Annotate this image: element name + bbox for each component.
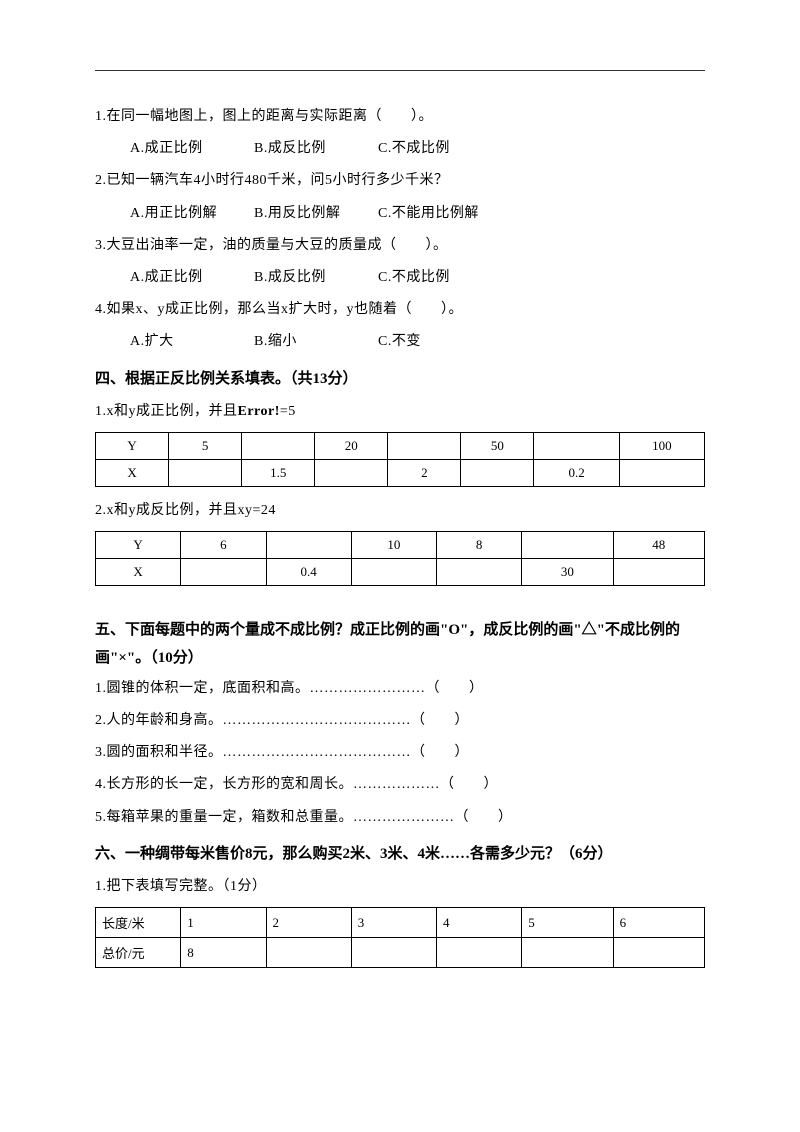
q1-opt-a: A.成正比例 <box>130 133 250 165</box>
cell: 30 <box>522 558 613 585</box>
cell: 2 <box>388 459 461 486</box>
cell: 0.4 <box>266 558 351 585</box>
cell: 6 <box>181 531 266 558</box>
cell: 0.2 <box>534 459 619 486</box>
cell <box>437 558 522 585</box>
table-row: X 1.5 2 0.2 <box>96 459 705 486</box>
s5-l1: 1.圆锥的体积一定，底面积和高。……………………（ ） <box>95 673 705 705</box>
q2-text: 2.已知一辆汽车4小时行480千米，问5小时行多少千米？ <box>95 165 705 197</box>
cell: 长度/米 <box>96 908 181 938</box>
q4-text: 4.如果x、y成正比例，那么当x扩大时，y也随着（ ）。 <box>95 294 705 326</box>
cell: X <box>96 459 169 486</box>
table-row: X 0.4 30 <box>96 558 705 585</box>
cell <box>266 531 351 558</box>
cell <box>315 459 388 486</box>
table-row: Y 6 10 8 48 <box>96 531 705 558</box>
cell: 总价/元 <box>96 938 181 968</box>
q3-opt-a: A.成正比例 <box>130 262 250 294</box>
q3-opt-b: B.成反比例 <box>254 262 374 294</box>
cell: 4 <box>437 908 522 938</box>
cell <box>437 938 522 968</box>
q2-options: A.用正比例解 B.用反比例解 C.不能用比例解 <box>95 198 705 230</box>
top-rule <box>95 70 705 71</box>
table-4-2: Y 6 10 8 48 X 0.4 30 <box>95 531 705 586</box>
table-row: 长度/米 1 2 3 4 5 6 <box>96 908 705 938</box>
q3-text: 3.大豆出油率一定，油的质量与大豆的质量成（ ）。 <box>95 230 705 262</box>
cell: Y <box>96 531 181 558</box>
q2-opt-a: A.用正比例解 <box>130 198 250 230</box>
cell <box>169 459 242 486</box>
q4-opt-c: C.不变 <box>378 326 498 358</box>
s5-l2: 2.人的年龄和身高。…………………………………（ ） <box>95 705 705 737</box>
q3-options: A.成正比例 B.成反比例 C.不成比例 <box>95 262 705 294</box>
cell: 8 <box>437 531 522 558</box>
cell: 20 <box>315 432 388 459</box>
section6-sub1: 1.把下表填写完整。（1分） <box>95 871 705 903</box>
cell <box>181 558 266 585</box>
q4-opt-a: A.扩大 <box>130 326 250 358</box>
table-6: 长度/米 1 2 3 4 5 6 总价/元 8 <box>95 907 705 968</box>
table-row: Y 5 20 50 100 <box>96 432 705 459</box>
table-4-1: Y 5 20 50 100 X 1.5 2 0.2 <box>95 432 705 487</box>
cell: 1 <box>181 908 266 938</box>
cell: 50 <box>461 432 534 459</box>
s5-l3: 3.圆的面积和半径。…………………………………（ ） <box>95 737 705 769</box>
cell <box>522 938 613 968</box>
cell: 10 <box>351 531 436 558</box>
error-bold: Error! <box>238 404 280 419</box>
table-row: 总价/元 8 <box>96 938 705 968</box>
q4-opt-b: B.缩小 <box>254 326 374 358</box>
cell: 3 <box>351 908 436 938</box>
q1-opt-b: B.成反比例 <box>254 133 374 165</box>
s5-l5: 5.每箱苹果的重量一定，箱数和总重量。…………………（ ） <box>95 802 705 834</box>
cell <box>266 938 351 968</box>
section4-sub2: 2.x和y成反比例，并且xy=24 <box>95 495 705 527</box>
section4-sub1: 1.x和y成正比例，并且Error!=5 <box>95 396 705 428</box>
cell <box>534 432 619 459</box>
cell: 5 <box>522 908 613 938</box>
q2-opt-b: B.用反比例解 <box>254 198 374 230</box>
cell <box>388 432 461 459</box>
cell: 1.5 <box>242 459 315 486</box>
section4-title: 四、根据正反比例关系填表。（共13分） <box>95 363 705 396</box>
cell <box>613 558 704 585</box>
q4-options: A.扩大 B.缩小 C.不变 <box>95 326 705 358</box>
s5-l4: 4.长方形的长一定，长方形的宽和周长。………………（ ） <box>95 769 705 801</box>
cell: 6 <box>613 908 704 938</box>
section6-title: 六、一种绸带每米售价8元，那么购买2米、3米、4米……各需多少元？（6分） <box>95 838 705 871</box>
q1-opt-c: C.不成比例 <box>378 133 498 165</box>
cell: X <box>96 558 181 585</box>
cell: 100 <box>619 432 704 459</box>
cell: 8 <box>181 938 266 968</box>
sub1-suffix: =5 <box>280 404 296 419</box>
cell <box>461 459 534 486</box>
cell <box>522 531 613 558</box>
cell <box>619 459 704 486</box>
cell: 48 <box>613 531 704 558</box>
cell <box>351 938 436 968</box>
sub1-prefix: 1.x和y成正比例，并且 <box>95 404 238 419</box>
q2-opt-c: C.不能用比例解 <box>378 198 498 230</box>
cell <box>351 558 436 585</box>
q1-options: A.成正比例 B.成反比例 C.不成比例 <box>95 133 705 165</box>
cell: 2 <box>266 908 351 938</box>
cell: Y <box>96 432 169 459</box>
cell <box>613 938 704 968</box>
cell: 5 <box>169 432 242 459</box>
cell <box>242 432 315 459</box>
section5-title: 五、下面每题中的两个量成不成比例？成正比例的画"O"，成反比例的画"△"不成比例… <box>95 616 705 673</box>
q3-opt-c: C.不成比例 <box>378 262 498 294</box>
q1-text: 1.在同一幅地图上，图上的距离与实际距离（ ）。 <box>95 101 705 133</box>
